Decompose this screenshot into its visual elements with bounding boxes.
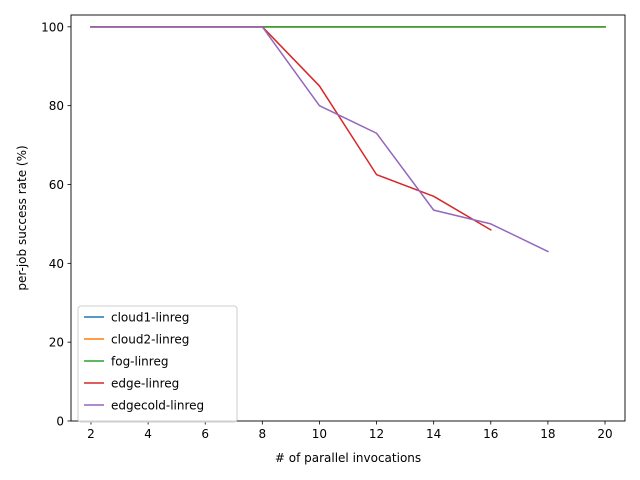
y-axis-label: per-job success rate (%) xyxy=(15,145,29,290)
legend-box xyxy=(77,305,238,423)
x-tick-label: 8 xyxy=(259,427,267,441)
legend-label: edge-linreg xyxy=(111,377,179,391)
y-tick-label: 0 xyxy=(56,415,64,429)
legend-label: cloud2-linreg xyxy=(111,333,189,347)
x-tick-label: 20 xyxy=(597,427,612,441)
x-tick-label: 4 xyxy=(144,427,152,441)
y-tick-label: 100 xyxy=(41,20,64,34)
x-tick-label: 6 xyxy=(201,427,209,441)
legend: cloud1-linreg cloud2-linreg fog-linreg edge… xyxy=(77,305,238,423)
legend-label: fog-linreg xyxy=(111,355,168,369)
y-tick-label: 40 xyxy=(49,257,64,271)
legend-label: edgecold-linreg xyxy=(111,399,204,413)
x-tick-label: 18 xyxy=(540,427,555,441)
y-tick-label: 80 xyxy=(49,99,64,113)
x-axis-label: # of parallel invocations xyxy=(275,451,421,465)
series-line-edgecold-linreg xyxy=(90,26,549,253)
x-tick-label: 16 xyxy=(483,427,498,441)
y-tick-label: 20 xyxy=(49,336,64,350)
x-tick-label: 2 xyxy=(87,427,95,441)
legend-label: cloud1-linreg xyxy=(111,311,189,325)
series-line-edge-linreg xyxy=(90,26,492,231)
y-tick-label: 60 xyxy=(49,178,64,192)
plot-frame xyxy=(70,14,626,422)
x-tick-label: 12 xyxy=(369,427,384,441)
x-tick-label: 14 xyxy=(426,427,441,441)
x-tick-label: 10 xyxy=(312,427,327,441)
